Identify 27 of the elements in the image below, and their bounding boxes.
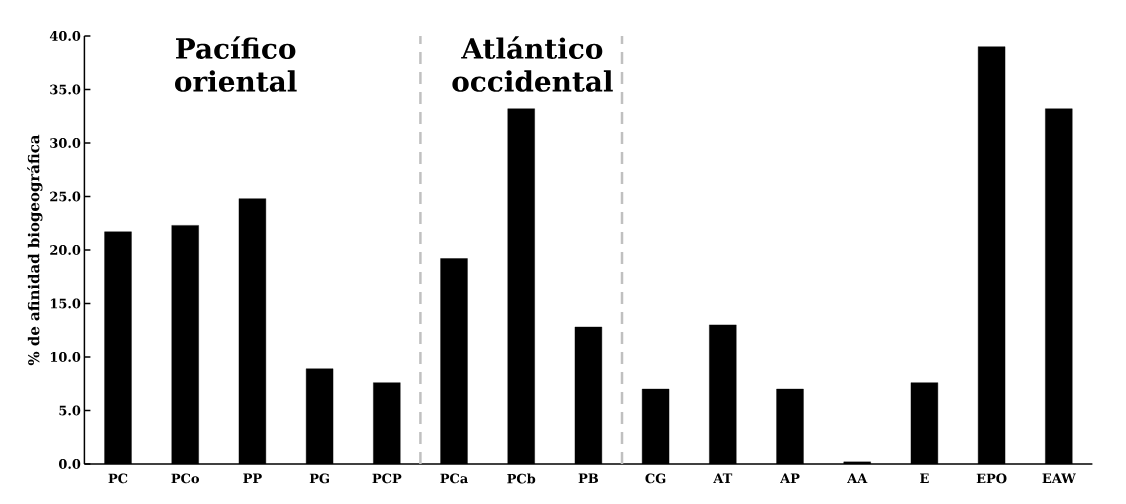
x-tick-label: AA (847, 473, 868, 483)
x-tick-label: PCa (440, 473, 468, 484)
y-tick-label: 40.0 (49, 31, 81, 41)
y-tick-label: 20.0 (50, 245, 81, 255)
y-tick-label: 0.0 (58, 459, 81, 469)
x-tick-label: AT (713, 473, 733, 483)
y-tick-label: 35.0 (50, 84, 81, 95)
x-tick-label: PG (309, 473, 329, 484)
x-tick-label: E (920, 473, 929, 483)
x-tick-label: PCb (507, 473, 536, 484)
x-tick-label: PP (243, 473, 262, 483)
x-tick-label: PCo (171, 473, 200, 484)
y-tick-label: 5.0 (59, 405, 81, 416)
annotation: Pacífico oriental (175, 36, 297, 92)
x-tick-label: EPO (976, 473, 1007, 484)
y-tick-label: 10.0 (50, 352, 81, 362)
x-tick-label: CG (645, 473, 666, 484)
y-tick-label: 15.0 (50, 298, 81, 309)
y-axis-title: % de afinidad biogeográfica (27, 134, 43, 366)
x-tick-label: AP (780, 473, 800, 483)
x-tick-label: EAW (1042, 473, 1076, 483)
x-tick-label: PB (578, 473, 599, 483)
x-tick-label: PCP (372, 473, 402, 484)
y-tick-label: 25.0 (50, 191, 81, 202)
annotation: Atlántico occidental (452, 36, 613, 92)
x-tick-label: PC (108, 473, 128, 484)
y-tick-label: 30.0 (50, 138, 81, 148)
